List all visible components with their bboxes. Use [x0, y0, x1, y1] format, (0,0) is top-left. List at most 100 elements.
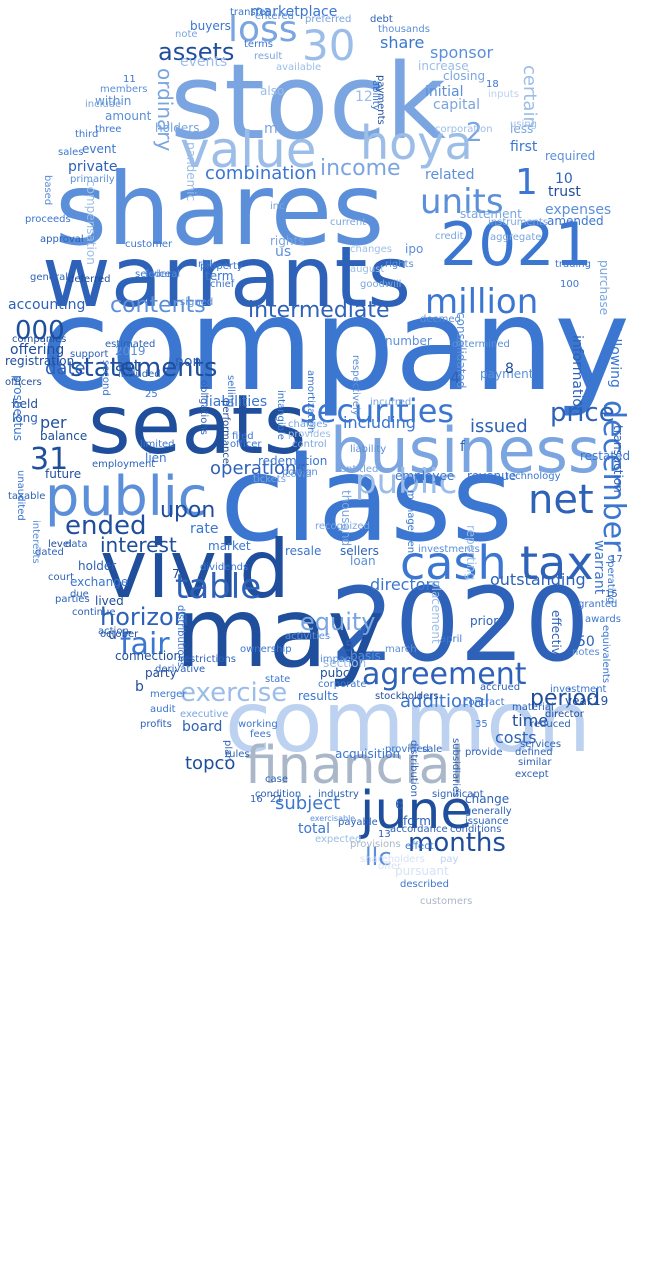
- word-cloud-word: ended: [65, 511, 147, 541]
- word-cloud-word: stockholders: [375, 691, 439, 702]
- word-cloud-word: acquisition: [335, 747, 401, 761]
- word-cloud-word: case: [265, 774, 288, 785]
- word-cloud-word: 4: [450, 368, 461, 387]
- word-cloud-word: preferred: [305, 14, 352, 25]
- word-cloud-word: state: [265, 674, 291, 685]
- word-cloud-word: control: [292, 439, 327, 450]
- word-cloud-word: derivative: [155, 664, 206, 675]
- word-cloud-word: merger: [150, 689, 187, 700]
- word-cloud-word: required: [545, 149, 596, 163]
- word-cloud-word: activities: [285, 631, 331, 642]
- word-cloud-word: long: [12, 411, 38, 425]
- word-cloud-word: risk: [198, 259, 216, 270]
- word-cloud-word: awards: [585, 614, 621, 625]
- word-cloud-word: three: [95, 124, 122, 135]
- word-cloud-word: 15: [605, 589, 618, 600]
- word-cloud-word: effect: [405, 841, 434, 852]
- word-cloud-word: service: [135, 269, 171, 280]
- word-cloud-word: 35: [475, 719, 488, 730]
- word-cloud-word: costs: [495, 728, 537, 747]
- word-cloud-word: shareholders: [360, 854, 425, 865]
- word-cloud-word: 12: [355, 89, 373, 105]
- word-cloud-word: holder: [78, 559, 117, 573]
- word-cloud-word: public: [45, 465, 208, 528]
- word-cloud-word: table: [175, 567, 262, 607]
- word-cloud-word: compensation: [84, 180, 98, 265]
- word-cloud-word: intermediate: [248, 298, 390, 323]
- word-cloud-word: value: [180, 121, 317, 179]
- word-cloud-word: financial: [245, 736, 465, 796]
- word-cloud-word: future: [45, 467, 82, 481]
- word-cloud-word: 2021: [440, 210, 593, 280]
- word-cloud-word: market: [208, 539, 251, 553]
- word-cloud-word: loss: [228, 9, 298, 50]
- word-cloud-word: board: [182, 719, 223, 735]
- word-cloud-word: 5: [345, 639, 354, 655]
- word-cloud-word: pursuant: [395, 864, 449, 878]
- word-cloud-word: primarily: [70, 174, 115, 185]
- word-cloud-word: us: [275, 244, 292, 260]
- word-cloud-word: limited: [140, 439, 175, 450]
- word-cloud-word: cash: [400, 536, 507, 590]
- word-cloud-word: debt: [370, 14, 393, 25]
- word-cloud-word: credit: [435, 231, 464, 242]
- word-cloud-word: generally: [465, 806, 512, 817]
- word-cloud-word: incurred: [370, 397, 412, 408]
- word-cloud-word: pandemic: [184, 142, 198, 202]
- word-cloud-word: holders: [155, 121, 200, 135]
- word-cloud-word: provisions: [350, 839, 401, 850]
- word-cloud-word: resale: [285, 544, 322, 558]
- word-cloud-word: charges: [288, 419, 328, 430]
- word-cloud-word: b: [135, 679, 144, 695]
- word-cloud-word: ability: [370, 80, 381, 111]
- word-cloud-word: filed: [232, 431, 254, 442]
- word-cloud-word: investments: [418, 544, 480, 555]
- word-cloud-word: obligations: [198, 380, 209, 435]
- word-cloud-word: 50: [577, 634, 595, 650]
- word-cloud-word: income: [320, 156, 401, 181]
- word-cloud-word: section: [323, 656, 367, 670]
- word-cloud-word: offer: [378, 861, 402, 872]
- word-cloud-word: accrued: [480, 682, 521, 693]
- word-cloud-word: officers: [5, 377, 42, 388]
- word-cloud-word: reduced: [530, 719, 571, 730]
- word-cloud-word: except: [515, 769, 549, 780]
- word-cloud-word: amended: [547, 214, 604, 228]
- word-cloud-word: loan: [350, 554, 376, 568]
- word-cloud-word: dated: [35, 547, 64, 558]
- word-cloud-word: marketplace: [250, 4, 338, 20]
- word-cloud-word: registration: [5, 354, 75, 368]
- word-cloud-word: net: [528, 477, 594, 523]
- word-cloud-word: including: [343, 413, 416, 432]
- word-cloud-word: effective: [549, 610, 563, 663]
- word-cloud-word: related: [425, 167, 475, 183]
- word-cloud-word: lived: [95, 594, 124, 608]
- word-cloud-word: expected: [315, 834, 362, 845]
- word-cloud-word: aggregate: [490, 232, 542, 243]
- word-cloud-word: terms: [244, 39, 273, 50]
- word-cloud-word: result: [254, 51, 283, 62]
- word-cloud-word: august: [350, 264, 385, 275]
- word-cloud-word: employee: [395, 469, 455, 483]
- word-cloud-word: significant: [432, 789, 484, 800]
- word-cloud-word: buyers: [190, 19, 231, 33]
- word-cloud-word: 1: [515, 162, 538, 203]
- word-cloud-word: third: [75, 129, 99, 140]
- word-cloud-word: statements: [70, 353, 218, 383]
- word-cloud-word: company: [40, 271, 630, 420]
- word-cloud-word: within: [95, 94, 132, 108]
- word-cloud-word: fair: [120, 627, 170, 662]
- word-cloud-word: event: [82, 142, 117, 156]
- word-cloud-word: determined: [452, 339, 510, 350]
- word-cloud-word: pubco: [320, 666, 357, 680]
- word-cloud-word: technology: [505, 471, 561, 482]
- word-cloud-word: public: [355, 462, 458, 502]
- word-cloud-word: horizon: [100, 603, 189, 631]
- word-cloud-word: intangible: [275, 390, 286, 440]
- word-cloud-word: support: [70, 349, 109, 360]
- word-cloud-word: 11: [123, 74, 136, 85]
- word-cloud-word: taxable: [8, 491, 46, 502]
- word-cloud-word: material: [512, 702, 554, 713]
- word-cloud-word: second: [100, 360, 111, 396]
